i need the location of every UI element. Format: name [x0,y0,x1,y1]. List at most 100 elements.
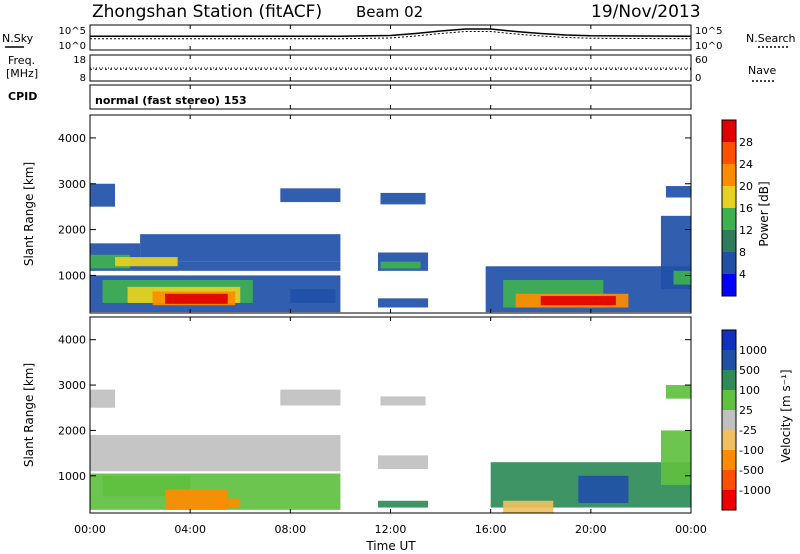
power-y-tick-label: 2000 [58,224,86,237]
power-colorbar-segment [722,142,736,164]
freq-left-tick-top: 18 [73,55,86,66]
velocity-region [660,430,691,485]
power-heatmap [90,183,691,313]
noise-right-tick-top: 10^5 [695,26,722,37]
velocity-colorbar-segment [722,370,736,390]
velocity-colorbar-tick: 100 [739,384,760,397]
time-tick-label: 08:00 [274,523,306,536]
power-region [280,188,341,203]
power-y-label: Slant Range [km] [22,162,36,266]
velocity-region [165,489,228,510]
velocity-region [90,434,341,472]
time-tick-label: 12:00 [375,523,407,536]
freq-label: Freq. [8,54,35,67]
power-region [165,293,228,304]
power-region [380,261,421,269]
velocity-colorbar-segment [722,430,736,450]
velocity-colorbar-segment [722,450,736,470]
time-tick-label: 00:00 [675,523,707,536]
power-colorbar-tick: 20 [739,180,753,193]
freq-left-tick-bottom: 8 [80,73,86,84]
cpid-panel: CPID normal (fast stereo) 153 [8,84,692,110]
time-tick-label: 04:00 [174,523,206,536]
nave-label: Nave [748,64,776,77]
power-colorbar-tick: 8 [739,246,746,259]
time-tick-label: 20:00 [575,523,607,536]
power-colorbar-label: Power [dB] [757,181,771,246]
power-colorbar-frame [721,119,737,297]
power-region [665,186,691,198]
power-colorbar-tick: 28 [739,136,753,149]
velocity-colorbar-segment [722,390,736,410]
cpid-value: normal (fast stereo) 153 [95,94,247,107]
nsearch-curve [90,31,692,40]
power-colorbar-tick: 24 [739,158,753,171]
velocity-panel: 1000 2000 3000 4000 Slant Range [km] [22,316,692,514]
time-x-axis: 00:00 04:00 08:00 12:00 16:00 20:00 00:00 [74,25,707,536]
velocity-colorbar-tick: -25 [739,424,757,437]
date-label: 19/Nov/2013 [591,2,701,22]
power-colorbar-tick: 12 [739,224,753,237]
power-y-tick-label: 3000 [58,178,86,191]
velocity-region [503,500,554,513]
velocity-y-axis: 1000 2000 3000 4000 [58,334,691,483]
freq-unit-label: [MHz] [6,67,38,80]
velocity-heatmap [90,385,691,513]
velocity-region [377,455,429,469]
velocity-colorbar-segment [722,490,736,510]
velocity-colorbar-tick: 500 [739,364,760,377]
freq-panel: Freq. [MHz] 18 8 60 0 Nave [6,54,776,84]
nsky-label: N.Sky [2,32,34,45]
power-region [377,298,429,308]
velocity-colorbar-segment [722,350,736,370]
velocity-region [90,389,116,408]
beam-label: Beam 02 [356,3,423,21]
power-region [540,296,616,306]
velocity-region [377,500,429,508]
velocity-y-tick-label: 4000 [58,334,86,347]
power-colorbar: 4 8 12 16 20 24 28 [721,119,753,297]
power-colorbar-tick: 4 [739,268,746,281]
velocity-colorbar-tick: 1000 [739,344,767,357]
velocity-colorbar-frame [721,329,737,511]
power-region [380,192,426,205]
power-colorbar-tick: 16 [739,202,753,215]
velocity-region [380,396,426,406]
velocity-colorbar-label: Velocity [m s⁻¹] [779,369,793,462]
noise-right-tick-bottom: 10^0 [695,41,722,52]
power-colorbar-segment [722,252,736,274]
power-y-tick-label: 4000 [58,132,86,145]
x-axis-label: Time UT [365,539,416,553]
velocity-colorbar: 1000 500 100 25 -25 -100 -500 -1000 [721,329,771,511]
station-title: Zhongshan Station (fitACF) [92,2,322,22]
velocity-y-label: Slant Range [km] [22,363,36,467]
power-colorbar-segment [722,274,736,296]
power-colorbar-segment [722,164,736,186]
power-y-tick-label: 1000 [58,269,86,282]
noise-left-tick-bottom: 10^0 [59,41,86,52]
velocity-y-tick-label: 1000 [58,470,86,483]
power-colorbar-segment [722,230,736,252]
power-colorbar-segment [722,120,736,142]
nsearch-label: N.Search [746,32,796,45]
velocity-colorbar-segment [722,470,736,490]
freq-right-tick-bottom: 0 [695,73,701,84]
cpid-label: CPID [8,90,37,103]
velocity-colorbar-segment [722,410,736,430]
power-colorbar-segment [722,208,736,230]
power-region [90,261,341,271]
velocity-colorbar-tick: 25 [739,404,753,417]
velocity-region [578,475,629,504]
noise-left-tick-top: 10^5 [59,26,86,37]
nsky-curve [90,28,692,37]
power-region [90,183,116,207]
velocity-colorbar-tick: -100 [739,444,764,457]
power-region [673,270,691,285]
velocity-colorbar-segment [722,330,736,350]
power-y-axis: 1000 2000 3000 4000 [58,132,691,282]
velocity-y-tick-label: 3000 [58,379,86,392]
time-tick-label: 00:00 [74,523,106,536]
velocity-region [215,498,241,508]
